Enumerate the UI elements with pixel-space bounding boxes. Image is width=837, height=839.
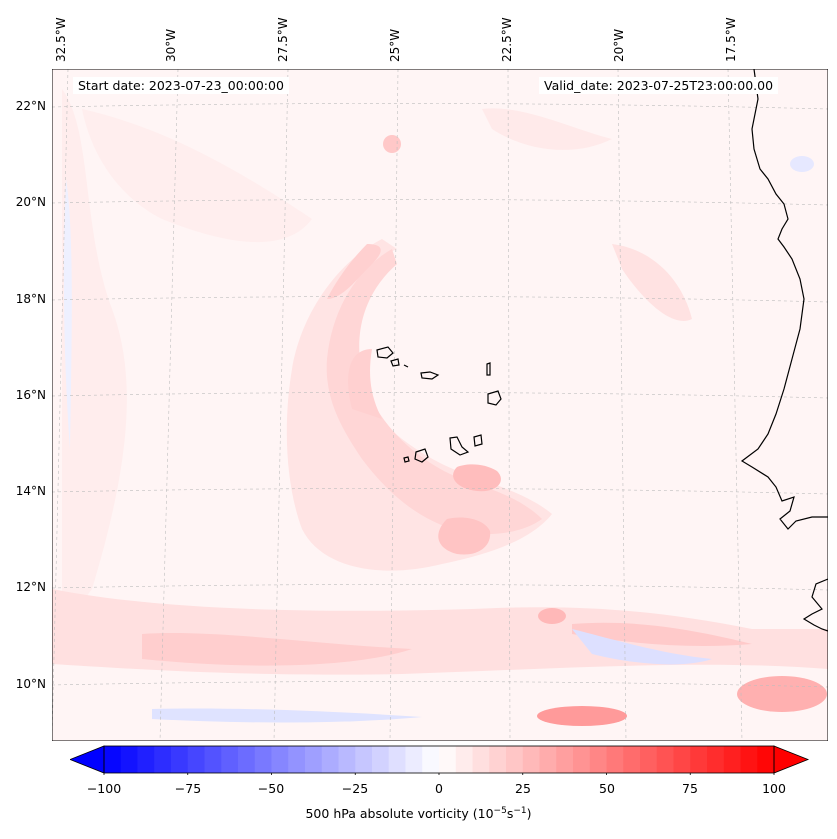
colorbar-cell (204, 746, 222, 773)
lat-label-18n: 18°N (15, 292, 46, 306)
colorbar-cell (288, 746, 306, 773)
lon-label-32-5w: 32.5°W (54, 17, 68, 62)
colorbar-cell (489, 746, 507, 773)
vorticity-patch-east (612, 244, 692, 321)
start-date-label: Start date: 2023-07-23_00:00:00 (73, 77, 289, 94)
lat-label-12n: 12°N (15, 580, 46, 594)
colorbar-cell (606, 746, 624, 773)
colorbar-cell (522, 746, 540, 773)
colorbar-cell (221, 746, 239, 773)
colorbar-cell (405, 746, 423, 773)
colorbar-tick-minus-100: −100 (86, 781, 122, 796)
colorbar-tick-minus-50: −50 (257, 781, 285, 796)
colorbar-cell (355, 746, 373, 773)
negative-vorticity-band (572, 629, 712, 665)
vorticity-core-north (327, 244, 381, 299)
colorbar-cell (422, 746, 440, 773)
vorticity-map (52, 69, 828, 741)
vorticity-band-south-strong (142, 632, 412, 666)
vorticity-patch-northeast (482, 108, 612, 150)
colorbar (70, 745, 810, 775)
negative-vorticity-coast (790, 156, 814, 172)
negative-vorticity-west (63, 179, 72, 449)
lon-label-17-5w: 17.5°W (724, 17, 738, 62)
cape-verde-islands (376, 346, 502, 463)
lon-label-25w: 25°W (388, 28, 402, 62)
graticule (52, 69, 828, 741)
colorbar-cell (439, 746, 457, 773)
african-coastline (740, 69, 828, 530)
coastline-south (802, 578, 828, 632)
lat-label-10n: 10°N (15, 677, 46, 691)
colorbar-cell (656, 746, 674, 773)
lat-label-14n: 14°N (15, 484, 46, 498)
colorbar-cell (673, 746, 691, 773)
lon-label-22-5w: 22.5°W (500, 17, 514, 62)
vorticity-max-east (737, 676, 827, 712)
colorbar-cell (305, 746, 323, 773)
vorticity-arc-branch (348, 349, 382, 419)
colorbar-cell (723, 746, 741, 773)
colorbar-cell (388, 746, 406, 773)
colorbar-cell (455, 746, 473, 773)
colorbar-cell (707, 746, 725, 773)
colorbar-tick-100: 100 (762, 781, 786, 796)
vorticity-spot-north (383, 135, 401, 153)
colorbar-cell (104, 746, 122, 773)
vorticity-spot-southeast (538, 608, 566, 624)
colorbar-cell (238, 746, 256, 773)
colorbar-cell (187, 746, 205, 773)
colorbar-cell (623, 746, 641, 773)
lat-label-20n: 20°N (15, 195, 46, 209)
colorbar-cell (640, 746, 658, 773)
colorbar-tick-75: 75 (682, 781, 698, 796)
colorbar-cell (338, 746, 356, 773)
colorbar-cell (556, 746, 574, 773)
lat-label-16n: 16°N (15, 388, 46, 402)
colorbar-cell (137, 746, 155, 773)
colorbar-cell (573, 746, 591, 773)
lon-label-30w: 30°W (164, 28, 178, 62)
colorbar-tick-50: 50 (599, 781, 615, 796)
lon-label-27-5w: 27.5°W (276, 17, 290, 62)
colorbar-extend-max (773, 745, 810, 774)
colorbar-extend-min (70, 745, 105, 774)
colorbar-tick-0: 0 (435, 781, 443, 796)
colorbar-tick-minus-75: −75 (174, 781, 202, 796)
colorbar-title: 500 hPa absolute vorticity (10−5s−1) (305, 806, 532, 822)
colorbar-cell (321, 746, 339, 773)
colorbar-cell (271, 746, 289, 773)
vorticity-arc-inner (326, 249, 542, 535)
vorticity-band-west (62, 89, 127, 629)
colorbar-tick-25: 25 (515, 781, 531, 796)
colorbar-cell (690, 746, 708, 773)
lat-label-22n: 22°N (15, 99, 46, 113)
colorbar-cell (539, 746, 557, 773)
vorticity-band-east-strong (572, 622, 752, 646)
colorbar-cell (472, 746, 490, 773)
vorticity-band-northwest (82, 109, 312, 243)
colorbar-cell (254, 746, 272, 773)
lon-label-20w: 20°W (612, 28, 626, 62)
colorbar-cell (154, 746, 172, 773)
colorbar-cell (120, 746, 138, 773)
colorbar-cell (506, 746, 524, 773)
colorbar-tick-minus-25: −25 (341, 781, 369, 796)
colorbar-cell (740, 746, 758, 773)
colorbar-cell (171, 746, 189, 773)
colorbar-cell (757, 746, 775, 773)
colorbar-cell (372, 746, 390, 773)
vorticity-core-2 (453, 464, 501, 492)
colorbar-cell (589, 746, 607, 773)
negative-vorticity-south (152, 708, 422, 723)
valid-date-label: Valid_date: 2023-07-25T23:00:00.00 (539, 77, 779, 94)
vorticity-core-1 (438, 517, 491, 555)
vorticity-max-south (537, 706, 627, 726)
